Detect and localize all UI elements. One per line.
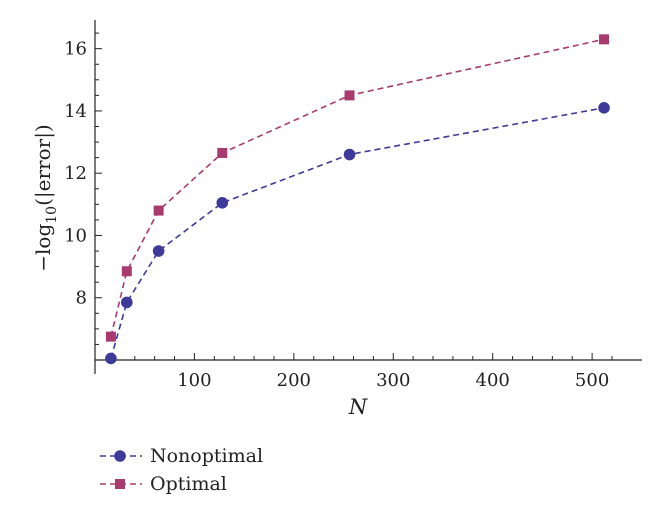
data-point-optimal [121, 266, 132, 277]
data-point-optimal [105, 331, 116, 342]
data-point-nonoptimal [216, 196, 229, 209]
legend-label-optimal: Optimal [150, 473, 227, 495]
x-axis-title: N [348, 395, 368, 419]
series-optimal [105, 34, 610, 342]
x-tick-label: 200 [277, 370, 311, 391]
y-tick-label: 16 [64, 39, 87, 60]
x-tick-label: 500 [575, 370, 609, 391]
legend-item-optimal: Optimal [100, 473, 227, 495]
data-point-optimal [599, 34, 610, 45]
y-axis-title-prefix: −log [31, 224, 55, 272]
axes: 100 200 300 400 500 8 10 12 14 16 [64, 20, 642, 391]
series-nonoptimal [105, 102, 610, 365]
labels-layer: −log10(|error|) N [31, 124, 368, 419]
data-point-nonoptimal [152, 245, 165, 257]
data-point-nonoptimal [598, 102, 610, 114]
series-layer [105, 34, 610, 365]
y-axis-title-suffix: (|error|) [31, 124, 56, 206]
y-tick-label: 8 [76, 288, 87, 309]
series-line-nonoptimal [110, 107, 605, 359]
legend-marker-optimal [115, 479, 125, 489]
y-tick-label: 10 [64, 225, 87, 246]
series-line-optimal [110, 38, 605, 337]
y-axis-title-subscript: 10 [44, 206, 60, 224]
data-point-optimal [344, 90, 355, 101]
legend: Nonoptimal Optimal [100, 445, 263, 495]
x-tick-label: 400 [476, 370, 510, 391]
data-point-nonoptimal [343, 148, 356, 161]
legend-label-nonoptimal: Nonoptimal [150, 445, 263, 467]
data-point-optimal [217, 147, 228, 158]
y-tick-label: 12 [64, 163, 87, 184]
y-axis-title: −log10(|error|) [31, 124, 60, 271]
data-point-nonoptimal [121, 296, 133, 309]
legend-marker-nonoptimal [114, 450, 126, 462]
data-point-optimal [153, 205, 164, 216]
data-point-nonoptimal [105, 352, 117, 365]
y-tick-label: 14 [64, 101, 87, 122]
legend-item-nonoptimal: Nonoptimal [100, 445, 263, 467]
x-tick-label: 300 [376, 370, 410, 391]
x-tick-label: 100 [177, 370, 211, 391]
